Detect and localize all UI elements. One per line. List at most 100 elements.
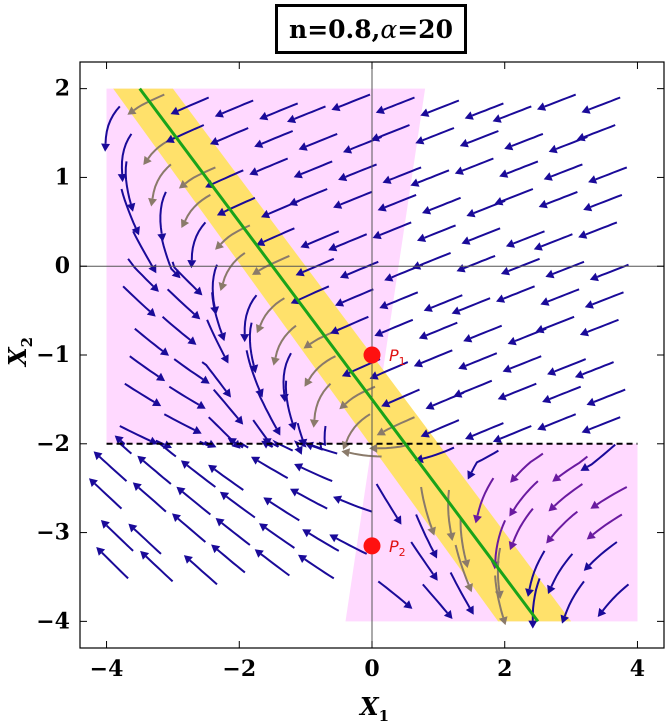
streamline-arrowhead — [227, 438, 237, 447]
streamline — [282, 352, 292, 395]
streamline — [181, 491, 212, 516]
streamline — [417, 169, 450, 184]
streamline-arrowhead — [93, 451, 103, 461]
streamline-arrowhead — [548, 502, 558, 512]
streamline — [155, 439, 177, 458]
streamline-arrowhead — [256, 324, 265, 334]
streamline-arrowhead — [372, 230, 382, 240]
streamline — [340, 190, 373, 206]
y-tick-label: 2 — [55, 76, 70, 102]
streamline — [596, 486, 628, 506]
streamline — [558, 455, 589, 478]
streamline — [177, 517, 207, 543]
streamline-arrowhead — [545, 269, 555, 279]
streamline — [221, 522, 251, 546]
streamline — [422, 127, 455, 142]
streamline — [163, 413, 196, 431]
streamline-arrowhead — [172, 513, 181, 522]
streamline-arrowhead — [342, 440, 351, 450]
streamline-arrowhead — [417, 233, 427, 242]
streamline — [127, 258, 154, 288]
streamline — [377, 124, 410, 139]
streamline-arrowhead — [586, 397, 596, 407]
streamline-arrowhead — [256, 237, 266, 246]
streamline — [260, 553, 290, 577]
streamline-arrowhead — [443, 610, 453, 619]
streamline — [134, 327, 164, 352]
streamline — [504, 382, 537, 398]
streamline — [168, 385, 200, 406]
streamline-arrowhead — [420, 429, 430, 438]
streamline — [349, 451, 382, 458]
title-suffix: =20 — [397, 14, 453, 44]
streamline — [550, 163, 583, 178]
streamline-arrowhead — [114, 435, 124, 445]
streamline-arrowhead — [589, 272, 599, 282]
streamline — [593, 388, 626, 403]
streamline-arrowhead — [535, 324, 545, 334]
streamline-arrowhead — [377, 203, 387, 212]
streamline-arrowhead — [422, 206, 432, 215]
streamline-arrowhead — [494, 197, 504, 206]
streamline-arrowhead — [302, 529, 312, 538]
streamline-arrowhead — [560, 614, 569, 624]
streamline — [427, 419, 460, 435]
streamline — [104, 105, 121, 144]
streamline-arrowhead — [547, 367, 557, 376]
streamline-arrowhead — [249, 167, 259, 176]
streamline — [269, 500, 300, 522]
streamline — [591, 291, 624, 306]
streamline-arrowhead — [126, 202, 136, 212]
streamline-arrowhead — [505, 239, 515, 248]
streamline — [547, 288, 580, 303]
streamline-arrowhead — [393, 515, 402, 525]
streamline-arrowhead — [89, 478, 98, 487]
streamline-arrowhead — [507, 336, 517, 346]
streamline-arrowhead — [451, 306, 461, 315]
streamline — [172, 124, 205, 140]
streamline — [300, 160, 333, 176]
streamline-arrowhead — [288, 421, 297, 431]
streamline-arrowhead — [261, 209, 271, 219]
streamline — [499, 105, 532, 120]
streamline — [294, 105, 326, 120]
streamline-arrowhead — [181, 218, 190, 228]
streamline — [159, 191, 167, 234]
streamline — [266, 102, 299, 118]
streamline-arrowhead — [294, 463, 304, 472]
streamline-arrowhead — [293, 170, 303, 179]
streamline — [119, 425, 151, 442]
streamline-arrowhead — [300, 240, 310, 249]
streamline-arrowhead — [508, 541, 518, 551]
streamline — [382, 96, 415, 111]
x-tick-label: 0 — [364, 656, 379, 682]
streamline-arrowhead — [96, 547, 106, 556]
streamline-arrowhead — [159, 347, 169, 356]
streamline-arrowhead — [303, 340, 313, 349]
streamline — [335, 233, 368, 249]
streamline-arrowhead — [418, 331, 428, 340]
streamline-arrowhead — [510, 473, 519, 483]
streamline-arrowhead — [427, 526, 436, 536]
streamline — [257, 459, 289, 479]
y-axis-label: X2 — [3, 337, 36, 368]
streamline — [216, 127, 249, 143]
streamline-arrowhead — [425, 401, 435, 410]
streamline-arrowhead — [196, 400, 206, 409]
streamline-arrowhead — [152, 398, 162, 407]
streamline — [540, 233, 573, 248]
streamline — [248, 322, 255, 366]
streamline — [296, 491, 328, 510]
streamline — [221, 252, 246, 284]
streamline-arrowhead — [217, 332, 226, 342]
streamline-arrowhead — [466, 208, 476, 218]
streamline-arrowhead — [343, 145, 353, 154]
streamline — [427, 99, 460, 114]
streamline — [544, 93, 577, 108]
streamline-arrowhead — [208, 464, 218, 474]
streamline — [216, 548, 246, 574]
streamline — [422, 446, 455, 460]
streamline — [466, 130, 499, 145]
streamline — [300, 466, 333, 483]
chart-title: n=0.8, α =20 — [275, 4, 467, 54]
